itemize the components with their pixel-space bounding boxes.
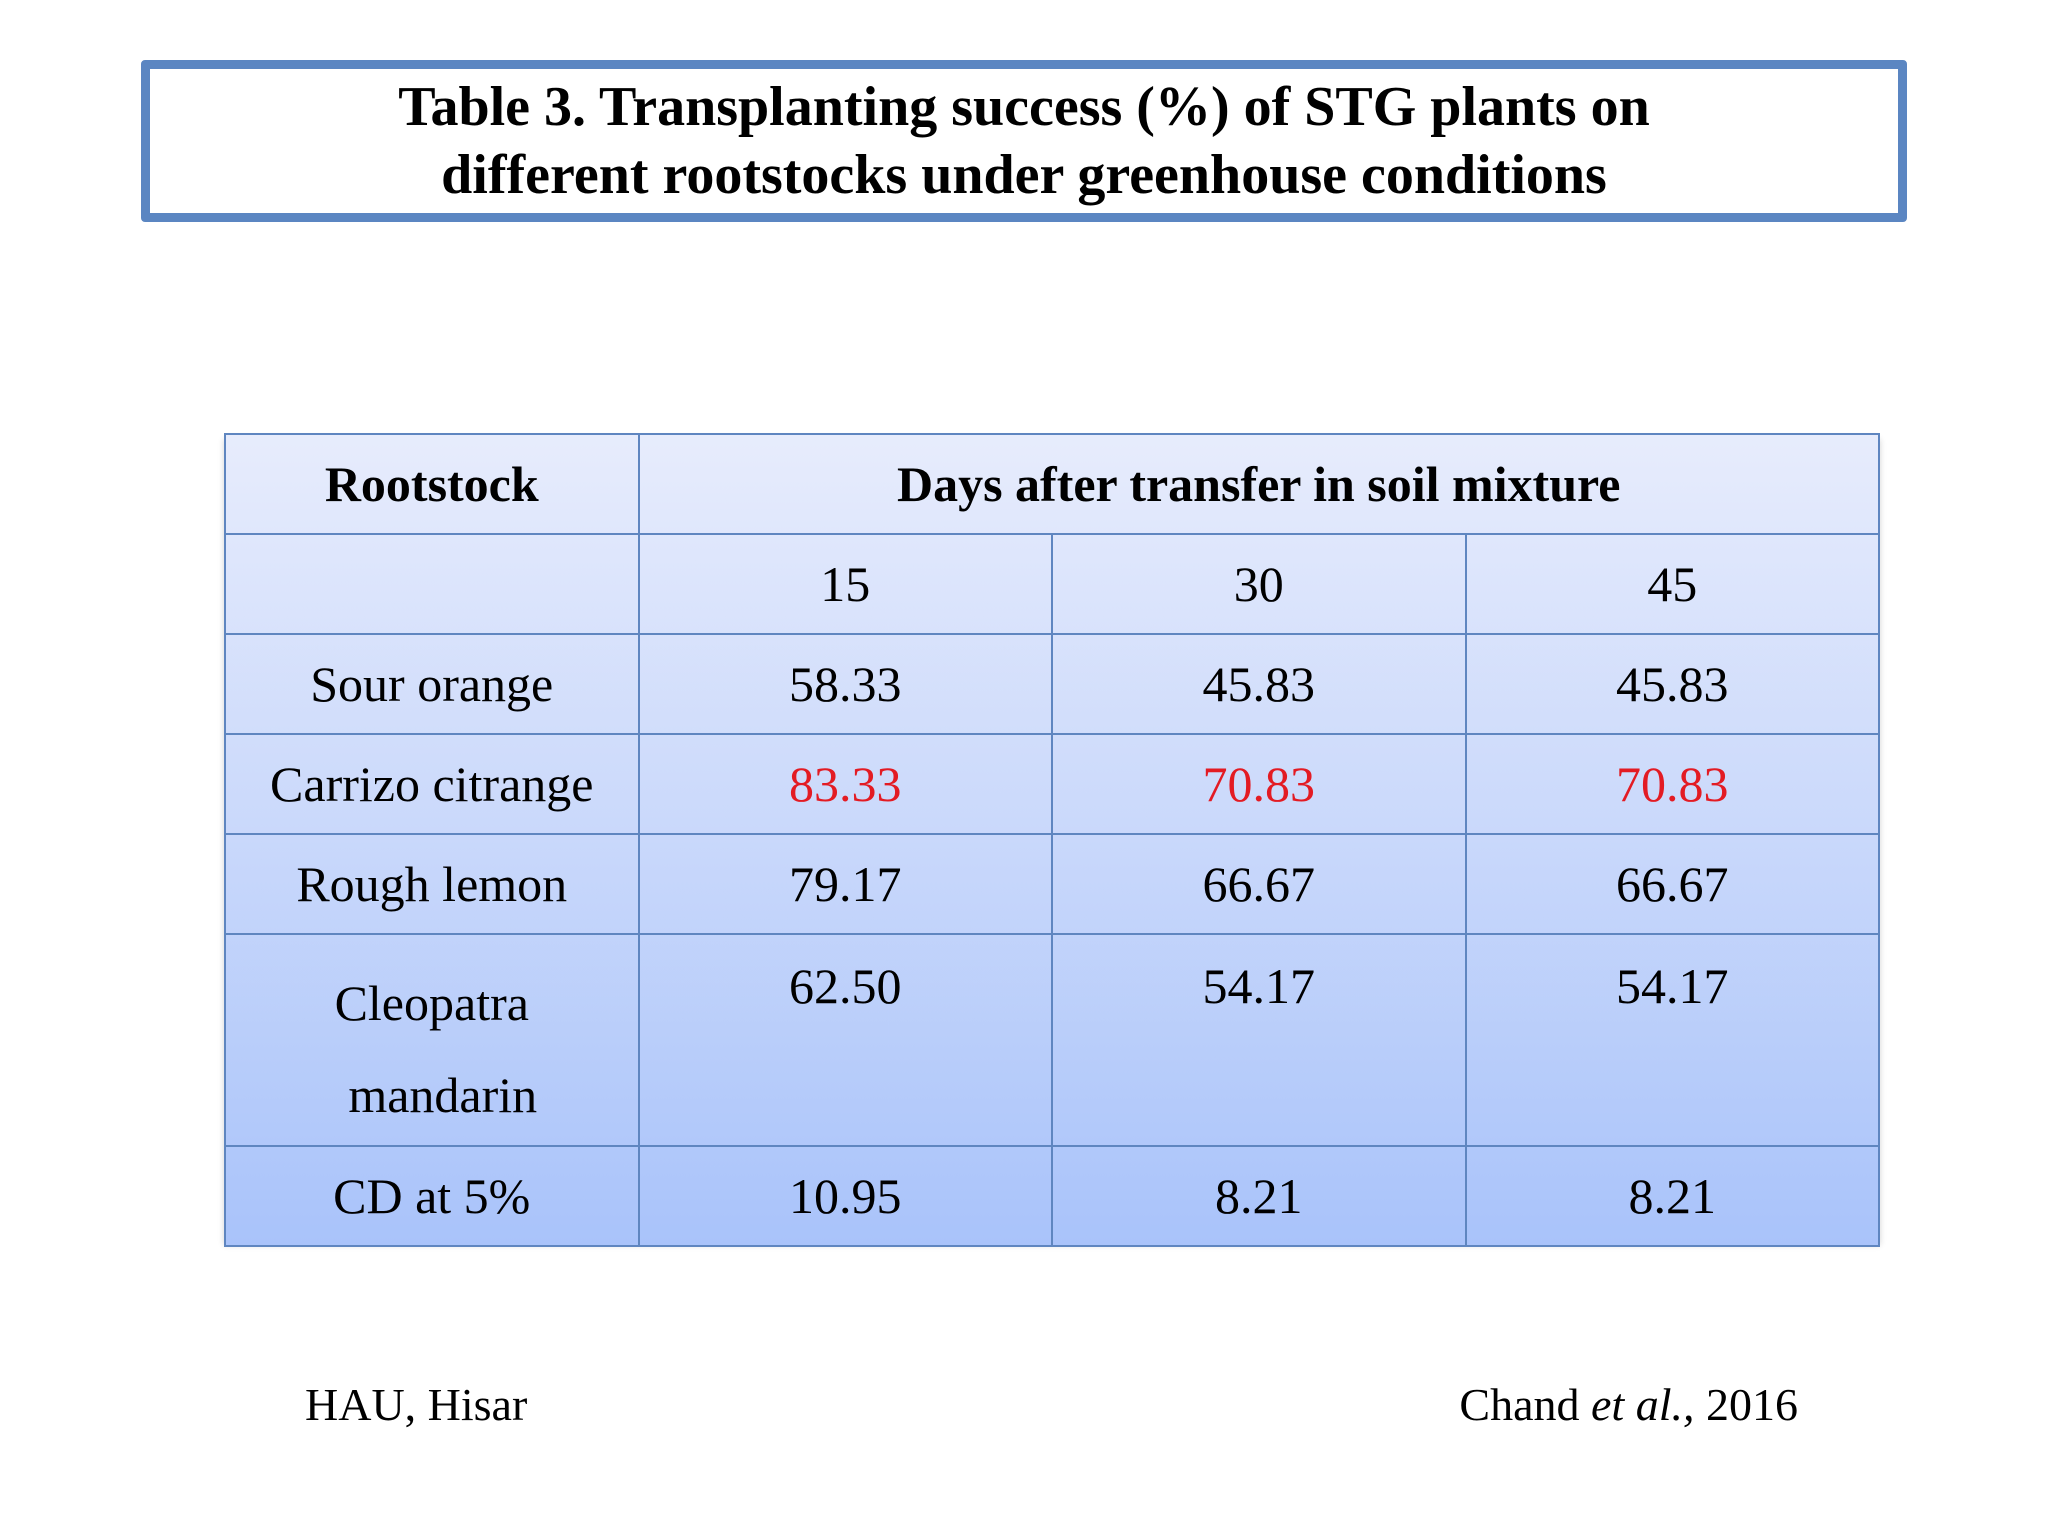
cell-value-text: 54.17 <box>1616 958 1729 1014</box>
title-line-1: Table 3. Transplanting success (%) of ST… <box>398 76 1650 138</box>
table-cd-row: CD at 5% 10.95 8.21 8.21 <box>224 1145 1880 1247</box>
cell-value-highlight: 70.83 <box>1051 733 1467 835</box>
title-line-2: different rootstocks under greenhouse co… <box>441 144 1607 206</box>
days-30: 30 <box>1051 533 1467 635</box>
footer-institution: HAU, Hisar <box>305 1379 528 1430</box>
header-days: Days after transfer in soil mixture <box>637 433 1880 535</box>
table-days-row: 15 30 45 <box>224 533 1880 635</box>
cell-value: 45.83 <box>1464 633 1880 735</box>
cell-value-highlight: 70.83 <box>1464 733 1880 835</box>
days-15: 15 <box>637 533 1053 635</box>
cell-value: 62.50 <box>637 933 1053 1147</box>
results-table-container: Rootstock Days after transfer in soil mi… <box>224 433 1880 1247</box>
row-name-line-1: Cleopatra mandarin <box>226 935 638 1141</box>
table-header-row: Rootstock Days after transfer in soil mi… <box>224 433 1880 535</box>
table-row: Cleopatra mandarin 62.50 54.17 54.17 <box>224 933 1880 1147</box>
cell-value: 66.67 <box>1051 833 1467 935</box>
citation-year: 2016 <box>1706 1379 1798 1430</box>
title-box: Table 3. Transplanting success (%) of ST… <box>141 60 1907 222</box>
table-row: Sour orange 58.33 45.83 45.83 <box>224 633 1880 735</box>
cell-value: 58.33 <box>637 633 1053 735</box>
table-row: Rough lemon 79.17 66.67 66.67 <box>224 833 1880 935</box>
days-45: 45 <box>1464 533 1880 635</box>
cell-value: 79.17 <box>637 833 1053 935</box>
row-name-text-2: mandarin <box>348 1067 538 1123</box>
cell-value-text: 62.50 <box>789 958 902 1014</box>
cell-value: 45.83 <box>1051 633 1467 735</box>
cd-label: CD at 5% <box>224 1145 640 1247</box>
citation-author: Chand <box>1459 1379 1580 1430</box>
cell-value: 54.17 <box>1051 933 1467 1147</box>
row-name: Cleopatra mandarin <box>224 933 640 1147</box>
cell-value-highlight: 83.33 <box>637 733 1053 835</box>
citation-etal: et al., <box>1591 1379 1695 1430</box>
row-name-text-1: Cleopatra <box>334 975 529 1031</box>
footer-citation: Chand et al., 2016 <box>1459 1378 1798 1431</box>
cell-value-text: 54.17 <box>1202 958 1316 1014</box>
cell-value: 66.67 <box>1464 833 1880 935</box>
header-rootstock: Rootstock <box>224 433 640 535</box>
cd-value: 8.21 <box>1464 1145 1880 1247</box>
cd-value: 8.21 <box>1051 1145 1467 1247</box>
row-name: Carrizo citrange <box>224 733 640 835</box>
days-empty-cell <box>224 533 640 635</box>
cd-value: 10.95 <box>637 1145 1053 1247</box>
row-name: Rough lemon <box>224 833 640 935</box>
table-row: Carrizo citrange 83.33 70.83 70.83 <box>224 733 1880 835</box>
cell-value: 54.17 <box>1464 933 1880 1147</box>
results-table: Rootstock Days after transfer in soil mi… <box>224 433 1880 1247</box>
row-name: Sour orange <box>224 633 640 735</box>
